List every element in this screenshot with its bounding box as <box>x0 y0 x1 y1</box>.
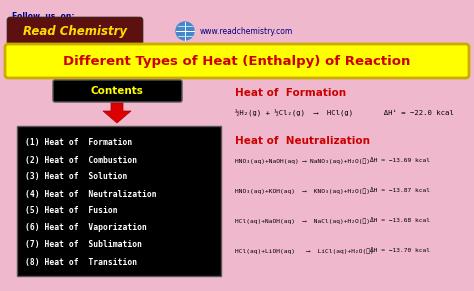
Text: HCl(aq)+NaOH(aq)  ⟶  NaCl(aq)+H₂O(ℓ): HCl(aq)+NaOH(aq) ⟶ NaCl(aq)+H₂O(ℓ) <box>235 218 370 223</box>
Text: ΔH = −13.70 kcal: ΔH = −13.70 kcal <box>370 248 430 253</box>
FancyBboxPatch shape <box>17 126 221 276</box>
FancyArrow shape <box>103 103 131 123</box>
Text: Heat of  Formation: Heat of Formation <box>235 88 346 98</box>
Text: Heat of  Neutralization: Heat of Neutralization <box>235 136 370 146</box>
Text: (5) Heat of  Fusion: (5) Heat of Fusion <box>25 207 118 216</box>
FancyBboxPatch shape <box>53 80 182 102</box>
Text: Different Types of Heat (Enthalpy) of Reaction: Different Types of Heat (Enthalpy) of Re… <box>64 54 410 68</box>
Text: (6) Heat of  Vaporization: (6) Heat of Vaporization <box>25 223 147 233</box>
Text: HNO₃(aq)+KOH(aq)  ⟶  KNO₃(aq)+H₂O(ℓ): HNO₃(aq)+KOH(aq) ⟶ KNO₃(aq)+H₂O(ℓ) <box>235 188 370 194</box>
Text: www.readchemistry.com: www.readchemistry.com <box>200 26 293 36</box>
Text: (1) Heat of  Formation: (1) Heat of Formation <box>25 139 132 148</box>
Text: (2) Heat of  Combustion: (2) Heat of Combustion <box>25 155 137 164</box>
FancyBboxPatch shape <box>5 44 469 78</box>
Text: (3) Heat of  Solution: (3) Heat of Solution <box>25 173 128 182</box>
Text: ½H₂(g) + ½Cl₂(g)  ⟶  HCl(g)       ΔHⁱ = −22.0 kcal: ½H₂(g) + ½Cl₂(g) ⟶ HCl(g) ΔHⁱ = −22.0 kc… <box>235 108 454 116</box>
Text: Contents: Contents <box>91 86 144 96</box>
Text: (8) Heat of  Transition: (8) Heat of Transition <box>25 258 137 267</box>
Text: ΔH = −13.69 kcal: ΔH = −13.69 kcal <box>370 158 430 163</box>
Text: HCl(aq)+LiOH(aq)   ⟶  LiCl(aq)+H₂O(ℓ): HCl(aq)+LiOH(aq) ⟶ LiCl(aq)+H₂O(ℓ) <box>235 248 374 253</box>
Circle shape <box>176 22 194 40</box>
Text: (4) Heat of  Neutralization: (4) Heat of Neutralization <box>25 189 156 198</box>
Text: ΔH = −13.87 kcal: ΔH = −13.87 kcal <box>370 188 430 193</box>
Text: Follow  us  on:: Follow us on: <box>12 12 74 21</box>
FancyBboxPatch shape <box>7 17 143 45</box>
Text: (7) Heat of  Sublimation: (7) Heat of Sublimation <box>25 240 142 249</box>
Text: ΔH = −13.68 kcal: ΔH = −13.68 kcal <box>370 218 430 223</box>
Text: Read Chemistry: Read Chemistry <box>23 24 127 38</box>
Text: HNO₃(aq)+NaOH(aq) ⟶ NaNO₃(aq)+H₂O(ℓ): HNO₃(aq)+NaOH(aq) ⟶ NaNO₃(aq)+H₂O(ℓ) <box>235 158 370 164</box>
